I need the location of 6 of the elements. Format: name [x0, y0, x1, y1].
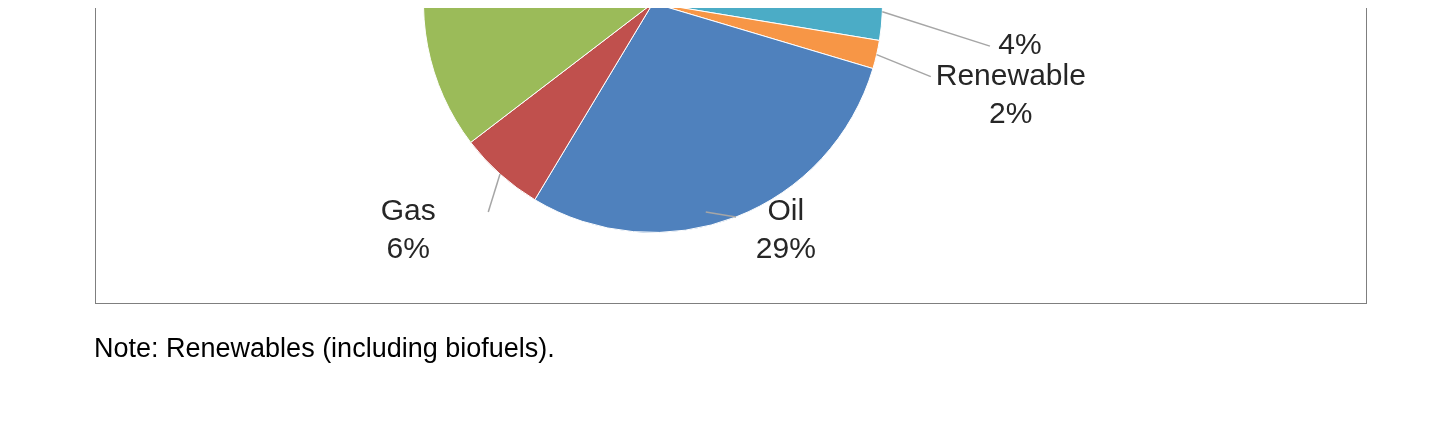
text: Note: Renewables (including biofuels). [94, 333, 555, 364]
slice-label: Gas [380, 193, 436, 227]
slice-label: Oil [767, 193, 805, 227]
data-label: 29% [755, 231, 816, 265]
data-label: 6% [386, 231, 430, 265]
data-label: 2% [989, 95, 1033, 129]
